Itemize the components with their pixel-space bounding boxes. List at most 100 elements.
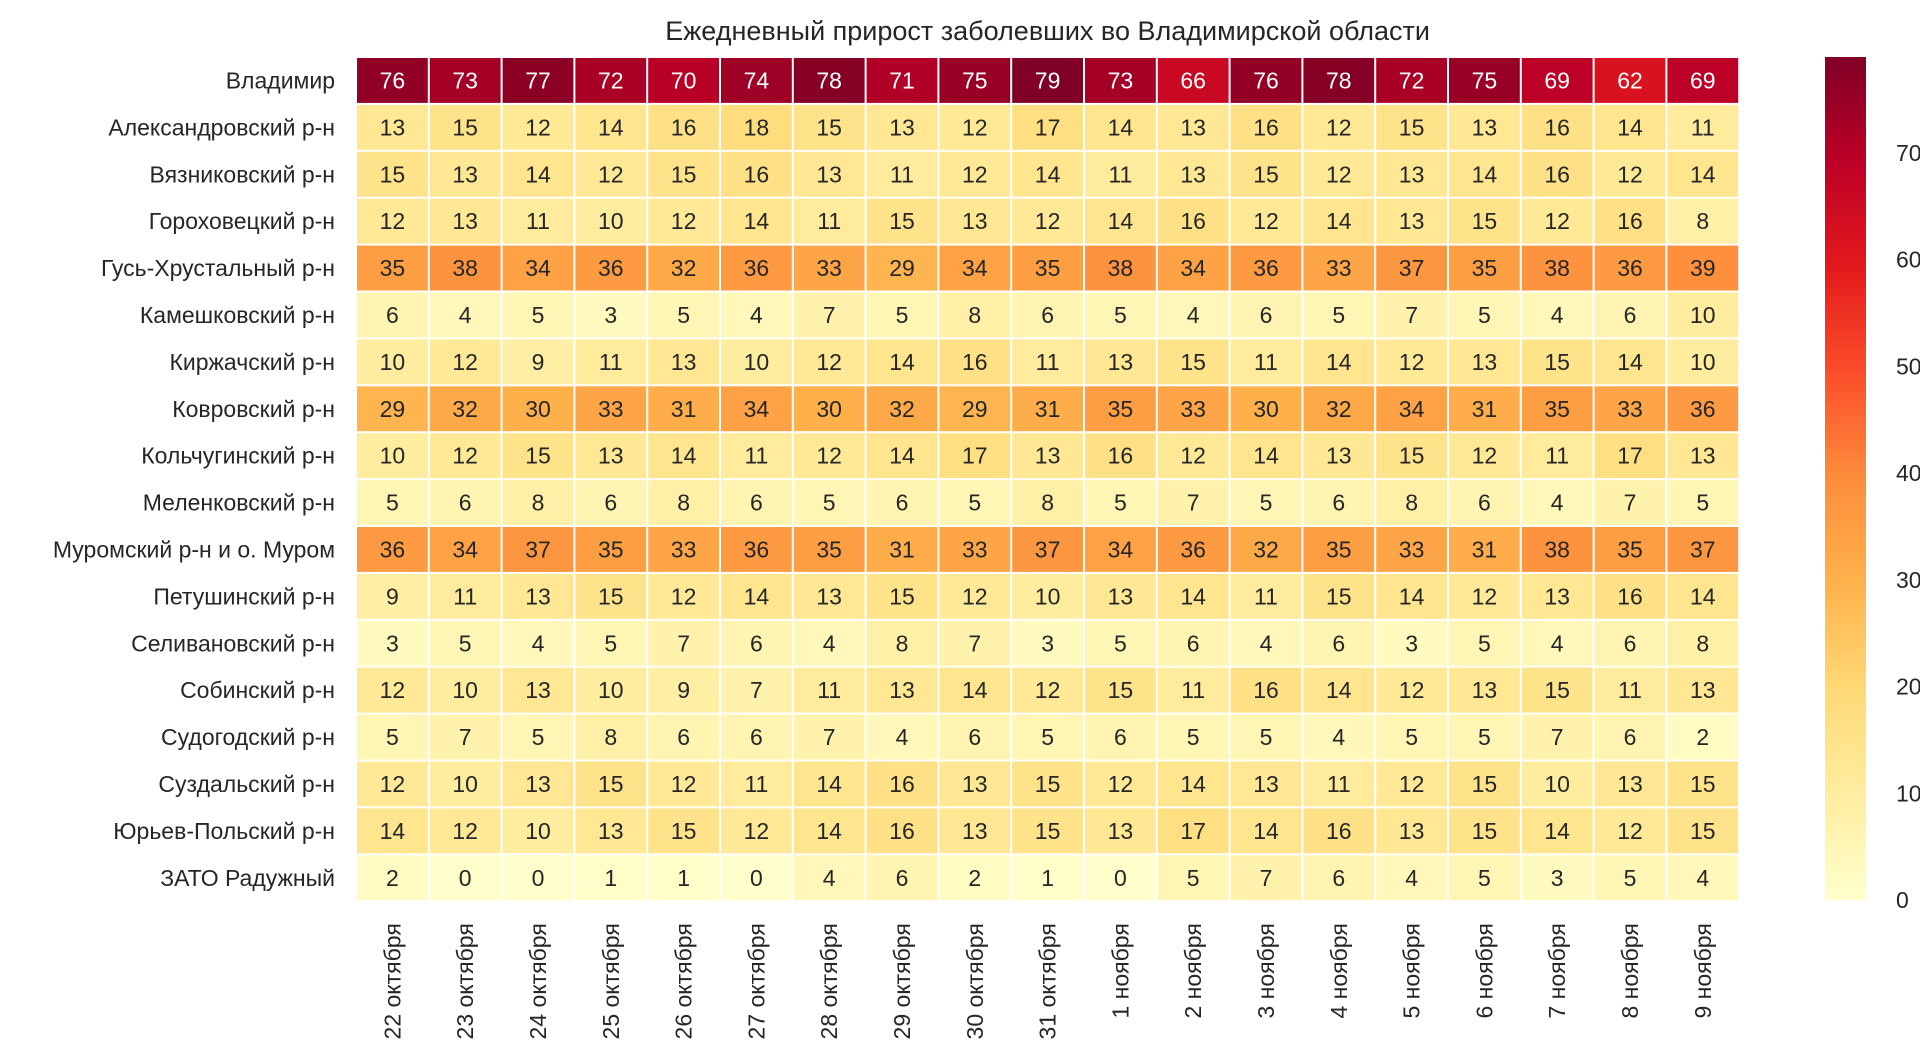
cell-value-label: 10 xyxy=(1035,583,1061,609)
heatmap-cell xyxy=(648,761,719,807)
cell-value-label: 13 xyxy=(1472,349,1498,375)
cell-value-label: 7 xyxy=(459,724,472,750)
heatmap-cell xyxy=(721,292,792,338)
cell-value-label: 12 xyxy=(671,208,697,234)
cell-value-label: 5 xyxy=(1260,490,1273,516)
cell-value-label: 12 xyxy=(1180,443,1206,469)
cell-value-label: 14 xyxy=(671,443,697,469)
heatmap-cell xyxy=(1303,151,1375,197)
heatmap-cell xyxy=(1521,292,1593,338)
row-label: Петушинский р-н xyxy=(153,583,335,609)
heatmap-cell xyxy=(1085,808,1156,854)
cell-value-label: 12 xyxy=(1472,583,1498,609)
cell-value-label: 38 xyxy=(1544,536,1570,562)
heatmap-cell xyxy=(793,527,865,572)
heatmap-cell xyxy=(1594,761,1666,807)
heatmap-cell xyxy=(648,151,719,197)
heatmap-cell xyxy=(1230,761,1302,807)
cell-value-label: 66 xyxy=(1180,67,1206,93)
cell-value-label: 34 xyxy=(744,396,770,422)
cell-value-label: 14 xyxy=(889,443,915,469)
cell-value-label: 13 xyxy=(380,114,406,140)
heatmap-cell xyxy=(793,620,865,666)
chart-title: Ежедневный прирост заболевших во Владими… xyxy=(665,16,1430,46)
cell-value-label: 6 xyxy=(677,724,690,750)
column-label: 6 ноября xyxy=(1471,923,1497,1018)
heatmap-cell xyxy=(1012,433,1083,479)
heatmap-cell xyxy=(721,386,792,432)
cell-value-label: 12 xyxy=(1399,677,1425,703)
cell-value-label: 14 xyxy=(1472,161,1498,187)
heatmap-cell xyxy=(1521,245,1593,291)
cell-value-label: 2 xyxy=(968,865,981,891)
heatmap-cell xyxy=(1157,58,1229,103)
heatmap-cell xyxy=(1449,620,1520,666)
column-label: 3 ноября xyxy=(1253,923,1279,1018)
cell-value-label: 36 xyxy=(744,255,770,281)
cell-value-label: 5 xyxy=(1187,724,1200,750)
cell-value-label: 32 xyxy=(452,396,478,422)
heatmap-cell xyxy=(648,433,719,479)
cell-value-label: 11 xyxy=(744,443,768,469)
heatmap-cell xyxy=(648,480,719,525)
heatmap-cell xyxy=(1085,198,1156,244)
heatmap-cell xyxy=(575,714,647,760)
cell-value-label: 4 xyxy=(1551,490,1564,516)
heatmap-cell xyxy=(575,573,647,619)
heatmap-cell xyxy=(429,386,501,432)
cell-value-label: 38 xyxy=(1108,255,1134,281)
heatmap-cell xyxy=(648,386,719,432)
heatmap-cell xyxy=(1157,667,1229,713)
heatmap-cell xyxy=(1594,855,1666,901)
cell-value-label: 10 xyxy=(598,208,624,234)
heatmap-cell xyxy=(1157,245,1229,291)
heatmap-cell xyxy=(1594,527,1666,572)
cell-value-label: 15 xyxy=(1544,349,1570,375)
cell-value-label: 6 xyxy=(1624,302,1637,328)
heatmap-cell xyxy=(1667,808,1739,854)
heatmap-cell xyxy=(1012,386,1083,432)
heatmap-cell xyxy=(575,480,647,525)
row-label: Вязниковский р-н xyxy=(149,161,335,187)
cell-value-label: 31 xyxy=(671,396,697,422)
heatmap-cell xyxy=(1303,761,1375,807)
cell-value-label: 13 xyxy=(1472,114,1498,140)
cell-value-label: 14 xyxy=(1326,349,1352,375)
heatmap-cell xyxy=(793,480,865,525)
heatmap-cell xyxy=(1376,386,1447,432)
cell-value-label: 15 xyxy=(525,443,551,469)
heatmap-cell xyxy=(648,527,719,572)
cell-value-label: 11 xyxy=(1545,443,1569,469)
heatmap-cell xyxy=(502,245,574,291)
cell-value-label: 14 xyxy=(744,208,770,234)
heatmap-cell xyxy=(1230,386,1302,432)
cell-value-label: 12 xyxy=(1472,443,1498,469)
heatmap-cell xyxy=(648,714,719,760)
heatmap-cell xyxy=(939,573,1011,619)
cell-value-label: 12 xyxy=(452,443,478,469)
cell-value-label: 36 xyxy=(598,255,624,281)
heatmap-cell xyxy=(866,855,938,901)
cell-value-label: 17 xyxy=(1035,114,1061,140)
cell-value-label: 14 xyxy=(889,349,915,375)
heatmap-cell xyxy=(1303,339,1375,385)
heatmap-cell xyxy=(1157,808,1229,854)
cell-value-label: 6 xyxy=(1332,630,1345,656)
cell-value-label: 16 xyxy=(1253,677,1279,703)
cell-value-label: 12 xyxy=(1617,161,1643,187)
column-label: 30 октября xyxy=(962,923,988,1039)
cell-value-label: 14 xyxy=(1617,114,1643,140)
colorbar: 0 10 20 30 40 50 60 70 xyxy=(1825,57,1920,913)
cell-value-label: 13 xyxy=(1544,583,1570,609)
cell-value-label: 34 xyxy=(1399,396,1425,422)
heatmap-cell xyxy=(721,58,792,103)
cell-value-label: 37 xyxy=(525,536,551,562)
cell-value-label: 12 xyxy=(452,349,478,375)
cell-value-label: 13 xyxy=(1253,771,1279,797)
heatmap-cell xyxy=(502,761,574,807)
cell-value-label: 14 xyxy=(598,114,624,140)
heatmap-cell xyxy=(429,573,501,619)
heatmap-cell xyxy=(429,58,501,103)
cell-value-label: 13 xyxy=(1399,161,1425,187)
heatmap-cell xyxy=(1157,433,1229,479)
